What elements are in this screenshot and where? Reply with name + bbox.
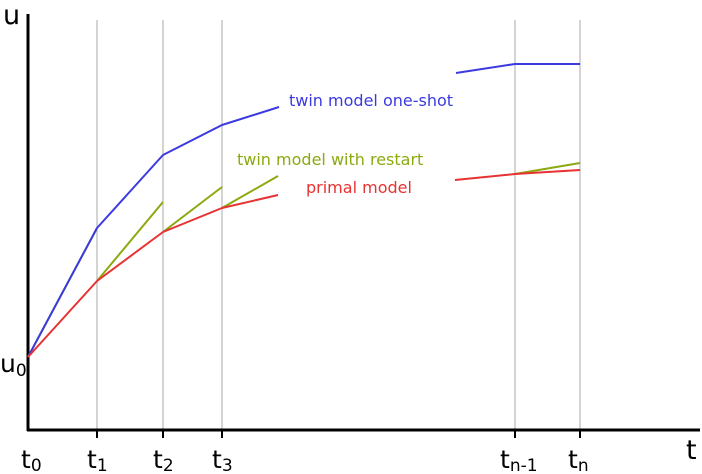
tick-label-tn: tn (568, 445, 589, 474)
u0-label-base: u (0, 349, 16, 378)
tick-label-t0: t0 (21, 445, 42, 474)
restart-segment-2 (96, 201, 164, 282)
tick-label-tn-sub: n (578, 456, 589, 474)
tick-label-t3: t3 (212, 445, 233, 474)
tick-label-t3-base: t (212, 445, 222, 474)
restart-segment-3 (162, 186, 223, 233)
one-shot-segment-right (455, 63, 580, 74)
primal-segment-right (454, 169, 581, 181)
tick-label-t0-base: t (21, 445, 31, 474)
primal-label: primal model (306, 178, 412, 197)
tick-label-tn1-sub: n-1 (510, 456, 538, 474)
one-shot-curve (27, 63, 580, 358)
one-shot-label: twin model one-shot (289, 91, 453, 110)
one-shot-segment-left (27, 106, 280, 358)
y-axis-label: u (3, 0, 20, 31)
primal-curve (27, 169, 581, 358)
u0-label: u0 (0, 349, 27, 381)
restart-curve (27, 162, 581, 358)
u0-label-sub: 0 (16, 361, 27, 381)
tick-label-t1-base: t (87, 445, 97, 474)
tick-label-t0-sub: 0 (31, 456, 42, 474)
restart-label: twin model with restart (237, 150, 423, 169)
tick-label-t2-sub: 2 (163, 456, 174, 474)
tick-label-t2: t2 (153, 445, 174, 474)
tick-label-tn1: tn-1 (500, 445, 538, 474)
tick-label-tn-base: t (568, 445, 578, 474)
tick-label-t1: t1 (87, 445, 108, 474)
tick-label-t3-sub: 3 (222, 456, 233, 474)
restart-segment-4 (221, 175, 279, 209)
primal-segment-left (27, 194, 279, 358)
x-axis-label: t (686, 435, 697, 466)
tick-label-t1-sub: 1 (97, 456, 108, 474)
restart-segment-n (514, 162, 581, 175)
tick-label-t2-base: t (153, 445, 163, 474)
tick-label-tn1-base: t (500, 445, 510, 474)
